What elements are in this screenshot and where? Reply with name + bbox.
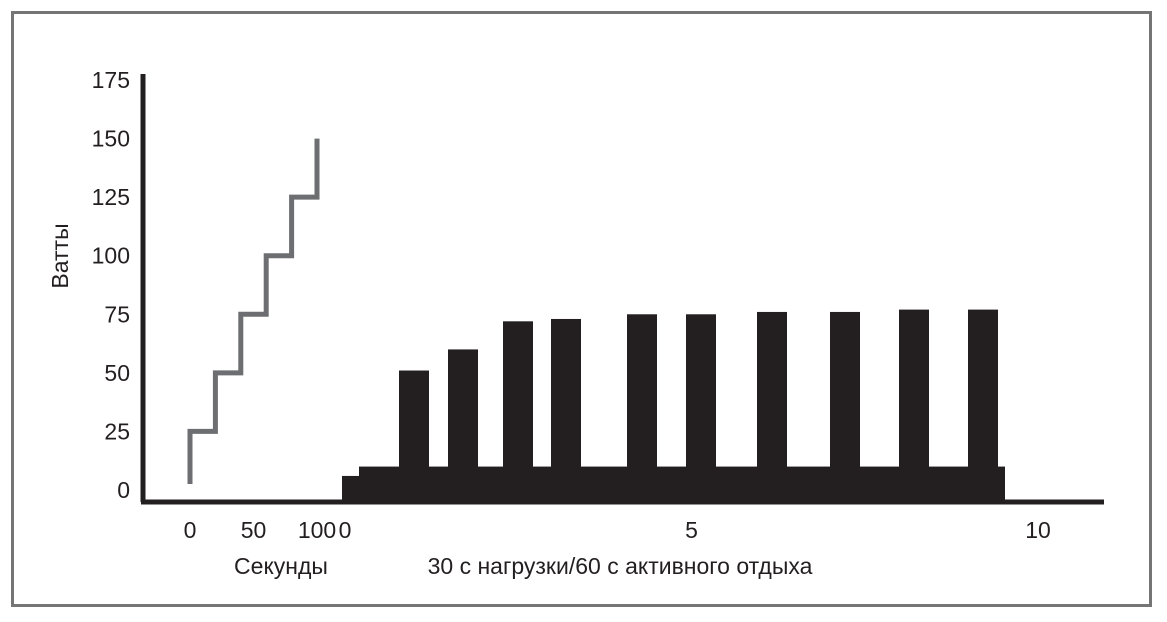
x-tick-seconds-1: 50 — [241, 517, 267, 543]
x-tick-seconds-0: 0 — [184, 517, 197, 543]
x-tick-interval-0: 0 — [339, 517, 352, 543]
work-bar-9 — [968, 309, 998, 502]
tick-labels: 0255075100125150175050100051015 — [92, 67, 1051, 543]
work-bar-2 — [503, 321, 533, 502]
y-tick-label-5: 125 — [92, 184, 130, 210]
y-tick-label-6: 150 — [92, 126, 130, 152]
ramp-line — [187, 138, 320, 484]
work-bar-4 — [627, 314, 657, 502]
warmup-step — [342, 475, 362, 502]
work-bar-7 — [830, 311, 860, 502]
x-axis-label-seconds: Секунды — [234, 553, 328, 579]
y-tick-label-1: 25 — [104, 418, 130, 444]
x-tick-seconds-2: 100 — [298, 517, 336, 543]
ramp-layer — [187, 138, 320, 484]
work-bar-3 — [551, 318, 581, 502]
work-bar-8 — [899, 309, 929, 502]
axes — [140, 74, 1104, 505]
x-tick-interval-2: 10 — [1025, 517, 1051, 543]
y-tick-label-2: 50 — [104, 360, 130, 386]
y-tick-label-4: 100 — [92, 243, 130, 269]
y-tick-label-7: 175 — [92, 67, 130, 93]
y-axis-label: Ватты — [47, 223, 73, 288]
work-bar-1 — [448, 349, 478, 502]
chart-frame — [11, 11, 1152, 607]
y-tick-label-0: 0 — [117, 477, 130, 503]
x-axis-label-intervals: 30 с нагрузки/60 с активного отдыха — [428, 553, 813, 579]
work-bar-5 — [686, 314, 716, 502]
y-tick-label-3: 75 — [104, 301, 130, 327]
work-bars-layer — [399, 309, 998, 502]
work-bar-0 — [399, 370, 429, 502]
x-tick-interval-1: 5 — [685, 517, 698, 543]
work-bar-6 — [757, 311, 787, 502]
